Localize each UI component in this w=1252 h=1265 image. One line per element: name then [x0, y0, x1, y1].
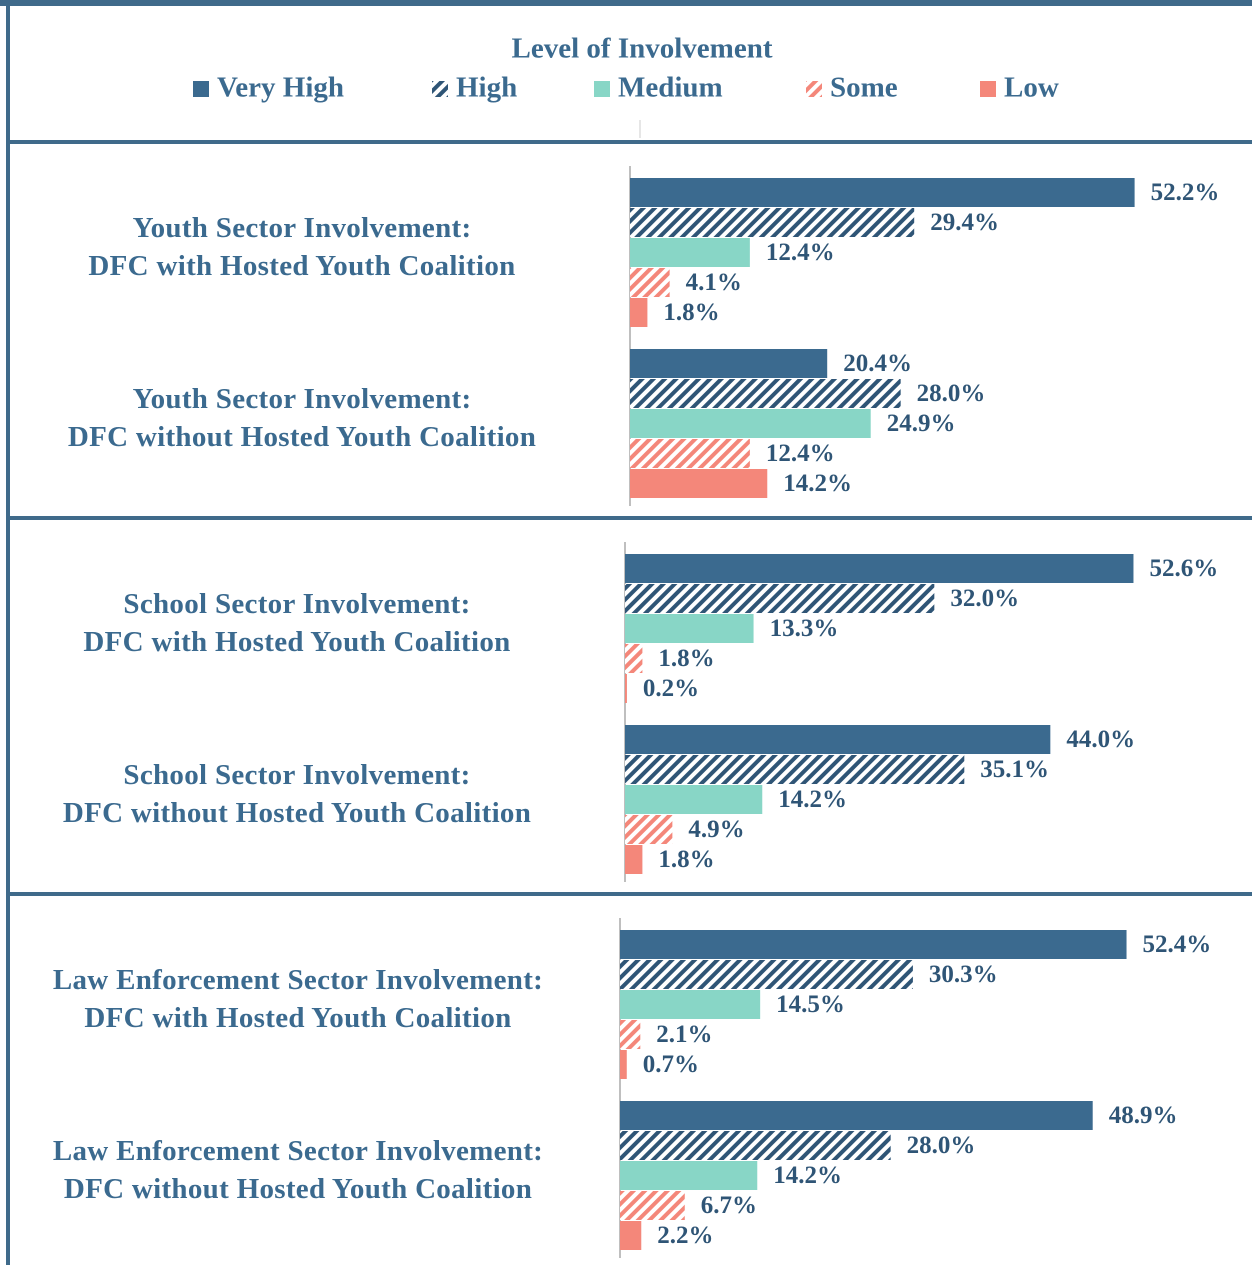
data-label: 52.6% [1149, 555, 1218, 582]
bar [630, 178, 1135, 207]
legend-label: Medium [618, 72, 723, 104]
legend-label: Very High [217, 72, 344, 104]
panel-divider [6, 516, 1252, 520]
data-label: 52.4% [1143, 931, 1212, 958]
bar [620, 1191, 685, 1220]
bar [625, 815, 673, 844]
data-label: 35.1% [980, 756, 1049, 783]
legend-label: Some [830, 72, 898, 104]
bar [630, 238, 750, 267]
data-label: 14.5% [776, 991, 845, 1018]
bar [630, 439, 750, 468]
bar [625, 644, 643, 673]
frame-left [6, 0, 10, 1265]
bar [625, 845, 643, 874]
data-label: 4.9% [688, 816, 744, 843]
bar [625, 674, 627, 703]
category-label: Law Enforcement Sector Involvement: DFC … [52, 1135, 544, 1205]
data-label: 32.0% [950, 585, 1019, 612]
data-label: 0.7% [643, 1051, 699, 1078]
legend-swatch [432, 81, 448, 97]
data-label: 52.2% [1151, 179, 1220, 206]
data-label: 2.2% [657, 1222, 713, 1249]
legend-swatch [594, 81, 610, 97]
data-label: 30.3% [929, 961, 998, 988]
data-label: 24.9% [887, 410, 956, 437]
bar [630, 298, 648, 327]
bar [625, 725, 1051, 754]
category-label: Law Enforcement Sector Involvement: DFC … [52, 964, 544, 1034]
legend-swatch [806, 81, 822, 97]
bar [625, 755, 965, 784]
data-label: 2.1% [656, 1021, 712, 1048]
data-label: 12.4% [766, 239, 835, 266]
panel-divider [6, 140, 1252, 144]
bar [625, 614, 754, 643]
data-label: 28.0% [917, 380, 986, 407]
bar [625, 785, 763, 814]
bar [620, 1050, 627, 1079]
bar [620, 960, 913, 989]
data-label: 1.8% [658, 846, 714, 873]
data-label: 1.8% [663, 299, 719, 326]
data-label: 1.8% [658, 645, 714, 672]
bar [625, 584, 935, 613]
bar [630, 379, 901, 408]
bar [620, 1221, 642, 1250]
legend-label: Low [1004, 72, 1059, 104]
bar [620, 1161, 758, 1190]
bar [630, 349, 828, 378]
data-label: 6.7% [701, 1192, 757, 1219]
category-label: Youth Sector Involvement: DFC with Hoste… [88, 212, 516, 282]
data-label: 44.0% [1066, 726, 1135, 753]
bar [620, 990, 761, 1019]
data-label: 20.4% [843, 350, 912, 377]
legend-swatch [980, 81, 996, 97]
panel-divider [6, 892, 1252, 896]
data-label: 29.4% [930, 209, 999, 236]
bar [620, 1101, 1093, 1130]
frame-top [0, 0, 1252, 6]
bar [630, 208, 915, 237]
bar [625, 554, 1134, 583]
data-label: 48.9% [1109, 1102, 1178, 1129]
category-label: School Sector Involvement: DFC with Host… [83, 588, 511, 658]
data-label: 14.2% [773, 1162, 842, 1189]
category-label: School Sector Involvement: DFC without H… [62, 759, 532, 829]
data-label: 0.2% [643, 675, 699, 702]
bar [620, 1020, 641, 1049]
bar [620, 1131, 891, 1160]
data-label: 28.0% [907, 1132, 976, 1159]
data-label: 4.1% [686, 269, 742, 296]
bar [630, 409, 871, 438]
bar [630, 469, 768, 498]
data-label: 14.2% [783, 470, 852, 497]
legend-label: High [456, 72, 517, 104]
category-label: Youth Sector Involvement: DFC without Ho… [67, 383, 537, 453]
data-label: 12.4% [766, 440, 835, 467]
bar [620, 930, 1127, 959]
legend-swatch [193, 81, 209, 97]
bar [630, 268, 670, 297]
data-label: 14.2% [778, 786, 847, 813]
data-label: 13.3% [770, 615, 839, 642]
legend-title: Level of Involvement [512, 33, 773, 65]
